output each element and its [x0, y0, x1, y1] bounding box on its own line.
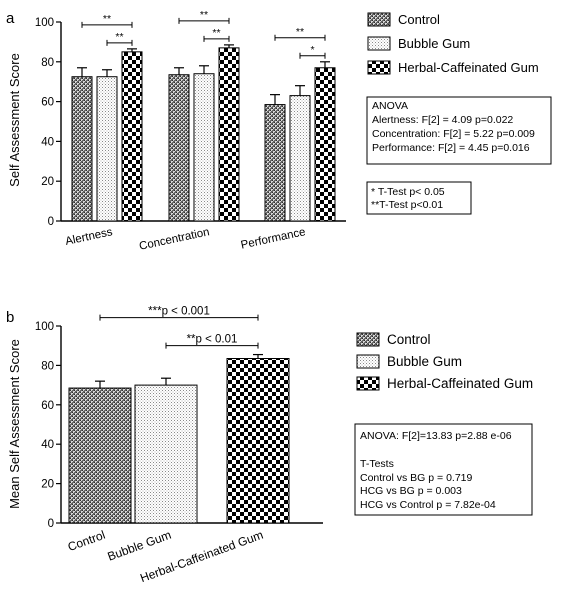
- x-tick-label: Concentration: [138, 226, 211, 253]
- y-axis-label: Mean Self Assessment Score: [7, 339, 22, 509]
- bar: [264, 104, 286, 222]
- y-tick-label: 20: [41, 176, 54, 188]
- anova-line: ANOVA: F[2]=13.83 p=2.88 e-06: [360, 430, 512, 442]
- x-tick-label: Performance: [240, 226, 307, 251]
- bar: [226, 358, 290, 524]
- x-tick-label: Alertness: [64, 226, 114, 248]
- legend-swatch: [367, 12, 391, 27]
- legend-label: Herbal-Caffeinated Gum: [398, 60, 539, 75]
- significance-label: **: [212, 27, 220, 39]
- bar: [71, 76, 93, 222]
- legend-swatch: [367, 36, 391, 51]
- panel-label-a: a: [6, 10, 15, 27]
- anova-box: [354, 423, 533, 516]
- legend-label: Control: [387, 332, 431, 347]
- legend: Control Bubble Gum Herbal-Caffeinated Gum: [367, 12, 539, 75]
- y-tick-label: 40: [41, 136, 54, 148]
- bar: [121, 51, 143, 222]
- legend-swatch: [356, 354, 380, 369]
- y-tick-label: 100: [35, 17, 54, 29]
- legend: Control Bubble Gum Herbal-Caffeinated Gum: [356, 332, 533, 391]
- bar: [134, 384, 198, 524]
- anova-line: Concentration: F[2] = 5.22 p=0.009: [372, 128, 535, 140]
- anova-line: HCG vs BG p = 0.003: [360, 485, 462, 497]
- y-tick-label: 100: [35, 321, 54, 333]
- significance-brackets: ***p < 0.001 **p < 0.01: [99, 306, 259, 349]
- y-tick-label: 60: [41, 400, 54, 412]
- legend-label: Bubble Gum: [387, 354, 462, 369]
- y-tick-label: 0: [48, 518, 54, 530]
- significance-brackets: ******** ***: [81, 9, 326, 59]
- bar: [314, 67, 336, 222]
- anova-line: T-Tests: [360, 458, 394, 470]
- bar: [68, 387, 132, 524]
- anova-line: ANOVA: [372, 100, 408, 112]
- legend-swatch: [356, 376, 380, 391]
- x-tick-label: Bubble Gum: [106, 528, 173, 564]
- significance-label: **: [115, 31, 123, 43]
- significance-label: ***p < 0.001: [148, 306, 210, 318]
- bar: [218, 47, 240, 222]
- y-tick-label: 0: [48, 216, 54, 228]
- bars: [68, 353, 290, 524]
- anova-line: Control vs BG p = 0.719: [360, 472, 473, 484]
- anova-box: [366, 96, 552, 165]
- y-axis-label: Self Assessment Score: [7, 53, 22, 187]
- ttest-line: * T-Test p< 0.05: [371, 186, 445, 198]
- y-tick-label: 80: [41, 360, 54, 372]
- x-tick-labels: Alertness Concentration Performance: [64, 226, 306, 253]
- bar: [168, 74, 190, 222]
- panel-label-b: b: [6, 309, 14, 326]
- ttest-box: [366, 181, 472, 215]
- y-tick-label: 20: [41, 479, 54, 491]
- x-tick-label: Control: [66, 528, 107, 554]
- legend-swatch: [356, 332, 380, 347]
- y-tick-label: 80: [41, 57, 54, 69]
- legend-label: Control: [398, 12, 440, 27]
- significance-label: **: [200, 9, 208, 21]
- bar: [289, 95, 311, 222]
- significance-label: *: [310, 44, 314, 56]
- legend-label: Bubble Gum: [398, 36, 470, 51]
- significance-label: **p < 0.01: [187, 334, 238, 346]
- legend-swatch: [367, 60, 391, 75]
- anova-line: Alertness: F[2] = 4.09 p=0.022: [372, 114, 513, 126]
- y-tick-label: 40: [41, 439, 54, 451]
- bar: [96, 76, 118, 222]
- ttest-line: **T-Test p<0.01: [371, 199, 443, 211]
- legend-label: Herbal-Caffeinated Gum: [387, 376, 533, 391]
- anova-line: HCG vs Control p = 7.82e-04: [360, 499, 496, 511]
- bar: [193, 73, 215, 222]
- panel-b: b Mean Self Assessment Score 0 20 40 60 80 10…: [6, 306, 533, 586]
- anova-line: Performance: F[2] = 4.45 p=0.016: [372, 142, 530, 154]
- significance-label: **: [103, 13, 111, 25]
- bars: [71, 44, 336, 222]
- y-tick-label: 60: [41, 97, 54, 109]
- significance-label: **: [296, 26, 304, 38]
